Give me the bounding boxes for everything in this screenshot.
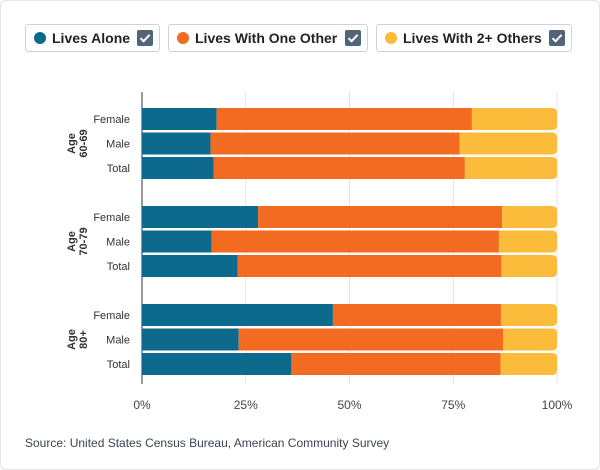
group-label-line: Age [66, 231, 78, 252]
bar-segment [503, 328, 557, 351]
checkbox-checked-icon[interactable] [345, 30, 361, 46]
legend-item-lives-alone[interactable]: Lives Alone [25, 24, 160, 52]
bar-segment [142, 157, 214, 179]
bar-segment [258, 206, 503, 228]
x-tick-label: 75% [441, 398, 465, 412]
bar-segment [291, 353, 501, 375]
group-label-line: Age [66, 133, 78, 154]
bar-segment [500, 353, 557, 375]
bar-segment [237, 255, 502, 277]
bar-segment [142, 304, 333, 326]
x-tick-label: 50% [337, 398, 361, 412]
legend-dot-lives-with-2-plus-others [385, 32, 397, 44]
bar-segment [500, 304, 557, 326]
bar-segment [142, 353, 292, 375]
bar-segment [471, 108, 557, 130]
legend-item-lives-with-one-other[interactable]: Lives With One Other [168, 24, 368, 52]
group-label: Age70-79 [66, 227, 90, 255]
bar-segment [142, 132, 211, 155]
bar-segment [142, 328, 239, 351]
bar-segment [459, 132, 557, 155]
legend-label: Lives Alone [52, 30, 131, 46]
category-label: Total [107, 163, 130, 175]
group-label-line: 80+ [78, 330, 90, 349]
legend-item-lives-with-2-plus-others[interactable]: Lives With 2+ Others [376, 24, 572, 52]
bar-segment [142, 108, 217, 130]
group-label: Age60-69 [66, 129, 90, 157]
bar-segment [142, 230, 212, 253]
legend-dot-lives-alone [34, 32, 46, 44]
bar-segment [211, 230, 499, 253]
stacked-bar-chart: 0% 25% 50% 75% 100%FemaleMaleTotalAge60-69Fe… [66, 92, 573, 412]
x-tick-label: 0% [133, 398, 151, 412]
category-label: Female [93, 310, 130, 322]
bar-segment [502, 206, 557, 228]
bar-segment [332, 304, 501, 326]
bar-segment [501, 255, 557, 277]
category-label: Male [106, 335, 130, 347]
category-label: Male [106, 237, 130, 249]
bar-segment [142, 206, 259, 228]
bar-segment [238, 328, 504, 351]
category-label: Male [106, 139, 130, 151]
legend-label: Lives With 2+ Others [403, 30, 542, 46]
x-tick-label: 25% [234, 398, 258, 412]
category-label: Total [107, 261, 130, 273]
category-label: Female [93, 114, 130, 126]
bar-segment [213, 157, 465, 179]
category-label: Total [107, 359, 130, 371]
bar-segment [210, 132, 460, 155]
group-label-line: 60-69 [78, 129, 90, 157]
bar-segment [216, 108, 472, 130]
bar-segment [498, 230, 557, 253]
x-tick-label: 100% [542, 398, 573, 412]
source-note: Source: United States Census Bureau, Ame… [25, 436, 390, 450]
bar-segment [464, 157, 557, 179]
legend-dot-lives-with-one-other [177, 32, 189, 44]
group-label: Age80+ [66, 329, 90, 350]
category-label: Female [93, 212, 130, 224]
checkbox-checked-icon[interactable] [549, 30, 565, 46]
bar-segment [142, 255, 238, 277]
group-label-line: 70-79 [78, 227, 90, 255]
checkbox-checked-icon[interactable] [137, 30, 153, 46]
group-label-line: Age [66, 329, 78, 350]
legend-label: Lives With One Other [195, 30, 338, 46]
